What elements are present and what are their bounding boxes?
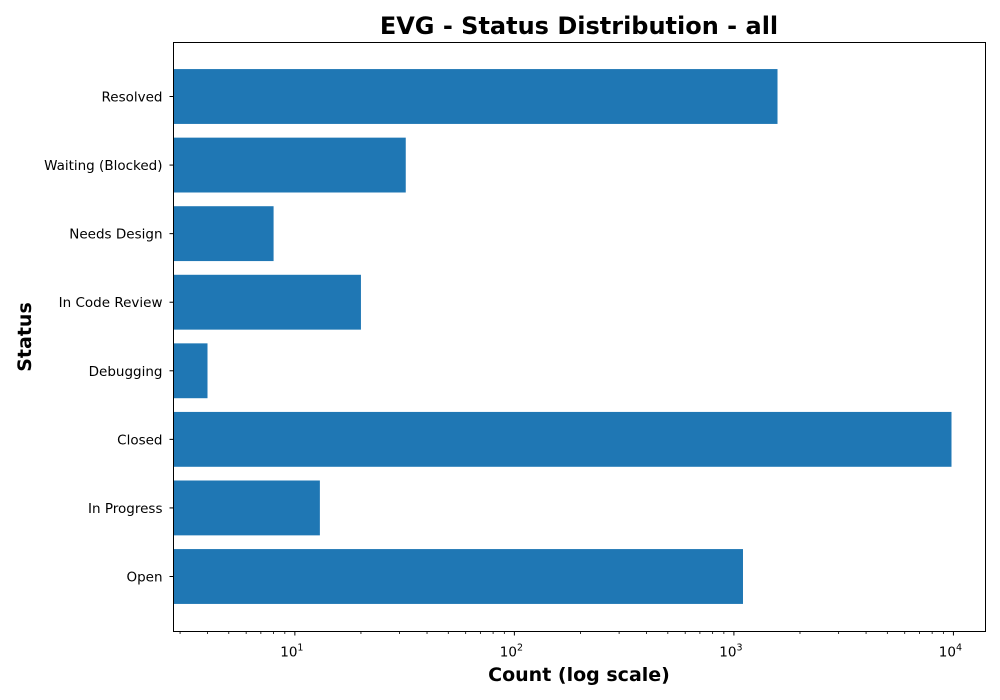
- x-tick-label: 101: [280, 643, 303, 661]
- y-tick-label: Needs Design: [69, 227, 162, 243]
- bar-in-progress: [173, 480, 320, 536]
- bar-needs-design: [173, 206, 274, 262]
- y-axis-ticks: Open In Progress Closed Debugging In Code Re…: [44, 90, 174, 586]
- x-tick-label: 102: [500, 643, 523, 661]
- y-tick-label: Waiting (Blocked): [44, 158, 162, 174]
- x-axis-ticks: 101 102 103 104: [179, 631, 962, 661]
- bar-open: [173, 549, 743, 604]
- x-tick-label: 103: [719, 643, 742, 661]
- bar-resolved: [173, 69, 778, 124]
- y-tick-label: Resolved: [102, 90, 163, 106]
- chart-title: EVG - Status Distribution - all: [380, 12, 778, 40]
- y-axis-label: Status: [14, 302, 36, 372]
- x-axis-label: Count (log scale): [488, 664, 670, 686]
- y-tick-label: Closed: [117, 432, 162, 448]
- bars-group: [173, 69, 952, 604]
- y-tick-label: In Code Review: [59, 295, 163, 311]
- y-tick-label: In Progress: [88, 501, 162, 517]
- bar-closed: [173, 411, 952, 467]
- bar-debugging: [173, 343, 208, 399]
- plot-frame: [173, 42, 986, 632]
- bar-in-code-review: [173, 274, 361, 330]
- bar-waiting-blocked: [173, 137, 406, 193]
- x-tick-label: 104: [939, 643, 962, 661]
- y-tick-label: Debugging: [89, 364, 163, 380]
- y-tick-label: Open: [126, 570, 162, 586]
